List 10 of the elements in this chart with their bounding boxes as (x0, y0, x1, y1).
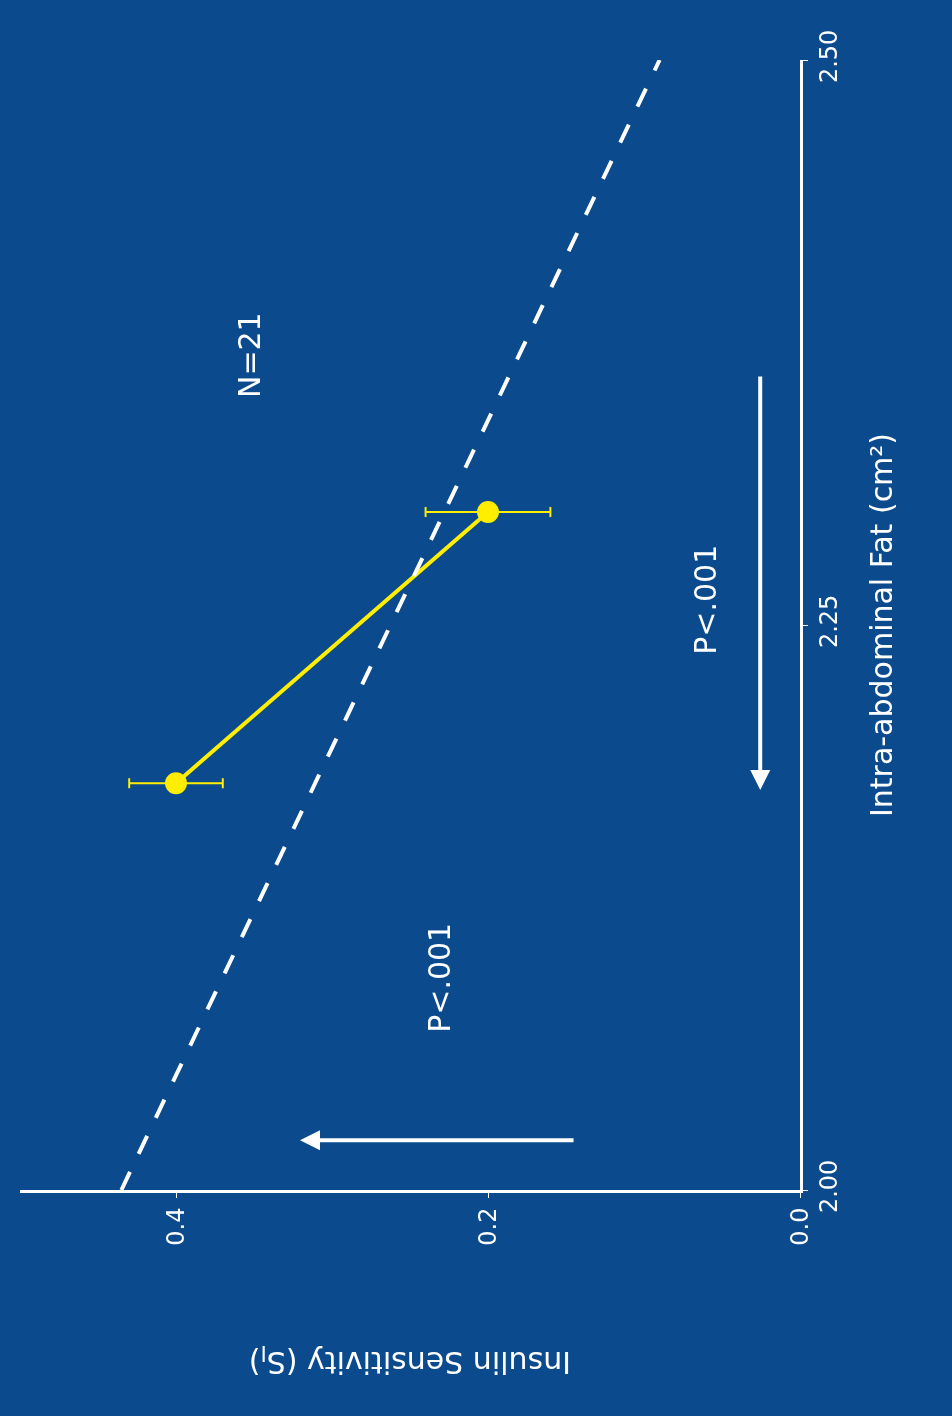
x-tick-label: 0.0 (785, 1207, 814, 1246)
y-tick-label: 2.50 (814, 29, 843, 84)
x-tick-label: 0.4 (161, 1207, 190, 1246)
annotation: P<.001 (688, 544, 724, 655)
y-axis-title: Intra-abdominal Fat (cm²) (864, 432, 900, 818)
annotation: N=21 (231, 312, 267, 399)
x-tick-label: 0.2 (473, 1207, 502, 1246)
annotation: P<.001 (422, 922, 458, 1033)
y-tick-label: 2.25 (814, 594, 843, 649)
y-tick-label: 2.00 (814, 1159, 843, 1214)
